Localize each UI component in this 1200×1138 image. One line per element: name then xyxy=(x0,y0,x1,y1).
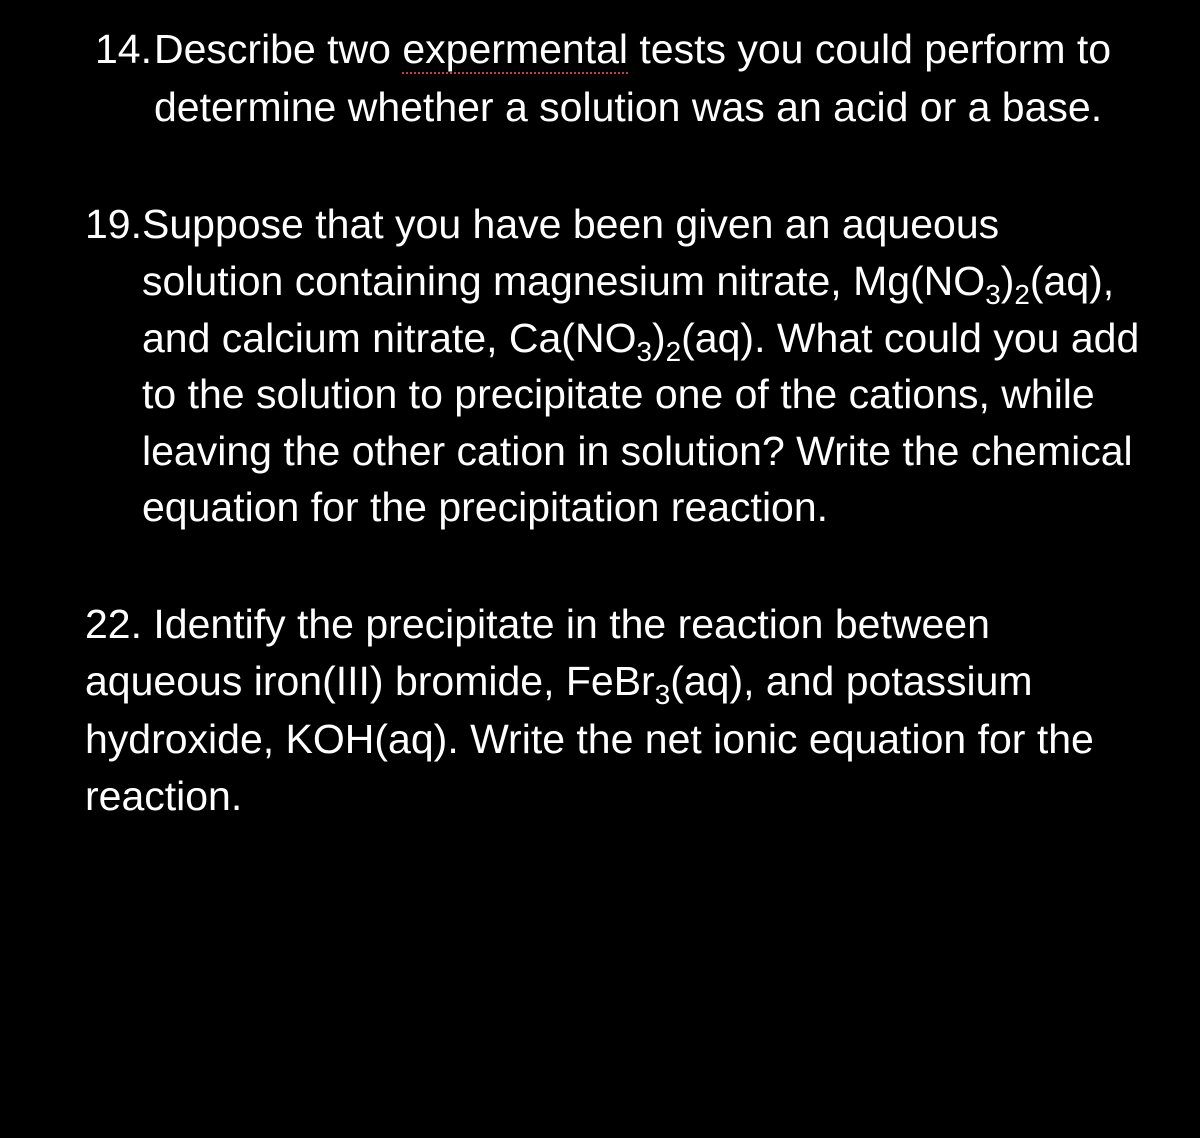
question-14: 14. Describe two expermental tests you c… xyxy=(70,20,1140,136)
text-fragment: ) xyxy=(1001,258,1015,304)
question-19: 19. Suppose that you have been given an … xyxy=(70,196,1140,535)
question-number: 19. xyxy=(85,196,142,253)
question-text: Suppose that you have been given an aque… xyxy=(142,196,1140,535)
subscript: 2 xyxy=(666,336,682,367)
question-number: 14. xyxy=(95,20,152,78)
subscript: 2 xyxy=(1014,279,1030,310)
subscript: 3 xyxy=(636,336,652,367)
question-number: 22. xyxy=(85,601,153,647)
text-fragment: Describe two xyxy=(154,26,402,72)
text-fragment: Suppose that you have been given an aque… xyxy=(142,201,999,304)
question-text: Describe two expermental tests you could… xyxy=(152,20,1140,136)
document-page: 14. Describe two expermental tests you c… xyxy=(0,0,1200,1138)
subscript: 3 xyxy=(985,279,1001,310)
text-fragment: ) xyxy=(652,315,666,361)
misspelled-word: expermental xyxy=(402,26,628,74)
question-22: 22. Identify the precipitate in the reac… xyxy=(70,596,1140,826)
subscript: 3 xyxy=(655,679,671,710)
